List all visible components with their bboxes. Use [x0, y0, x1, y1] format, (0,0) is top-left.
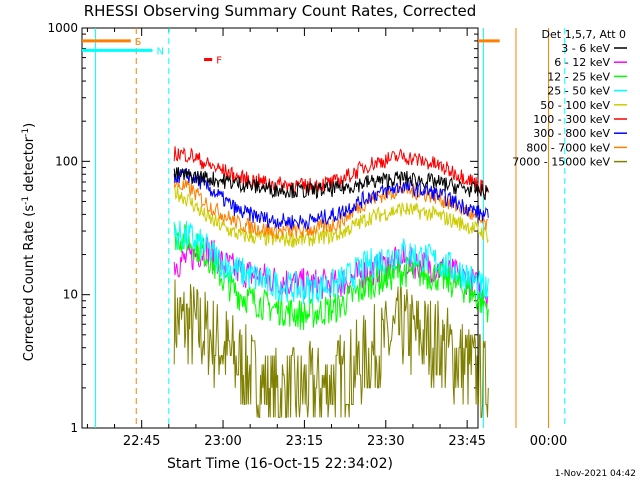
legend-label: 12 - 25 keV: [547, 70, 610, 83]
plot-area: 1 10 100 1000 22:45 23:00 23:15 23:30 23:45 00:00…: [47, 21, 567, 449]
x-tick-label: 23:15: [286, 434, 323, 449]
y-axis-label: Corrected Count Rate (s-1 detector-1): [21, 123, 37, 361]
series-line: [173, 167, 489, 231]
legend-label: 3 - 6 keV: [561, 42, 610, 55]
footer-timestamp: 1-Nov-2021 04:42: [555, 469, 636, 479]
plot-frame: [81, 27, 479, 429]
y-tick-label: 1: [70, 421, 78, 435]
x-tick-label: 22:45: [123, 434, 160, 449]
y-tick-label: 1000: [47, 21, 78, 35]
series-line: [173, 179, 489, 240]
legend-label: 25 - 50 keV: [547, 85, 610, 98]
legend-label: 50 - 100 keV: [540, 99, 610, 112]
series-line: [173, 279, 489, 418]
legend-label: 100 - 300 keV: [533, 113, 610, 126]
y-tick-label: 100: [55, 154, 78, 168]
y-tick-label: 10: [63, 288, 78, 302]
flag-label: N: [157, 46, 164, 57]
x-tick-label: 23:45: [448, 434, 485, 449]
legend-label: 800 - 7000 keV: [526, 141, 610, 154]
x-tick-label: 23:30: [367, 434, 404, 449]
x-tick-label: 00:00: [530, 434, 567, 449]
flag-label: F: [216, 56, 222, 67]
legend-label: 7000 - 15000 keV: [512, 156, 610, 169]
legend-header: Det 1,5,7, Att 0: [542, 28, 626, 41]
series-line: [173, 237, 489, 309]
x-axis-label: Start Time (16-Oct-15 22:34:02): [167, 456, 393, 472]
legend-label: 300 - 800 keV: [533, 127, 610, 140]
chart-title: RHESSI Observing Summary Count Rates, Co…: [84, 2, 477, 20]
x-tick-label: 23:00: [204, 434, 241, 449]
series-line: [173, 167, 489, 201]
flag-label: S: [135, 37, 141, 48]
series-line: [173, 220, 489, 305]
legend-label: 6 - 12 keV: [554, 56, 610, 69]
